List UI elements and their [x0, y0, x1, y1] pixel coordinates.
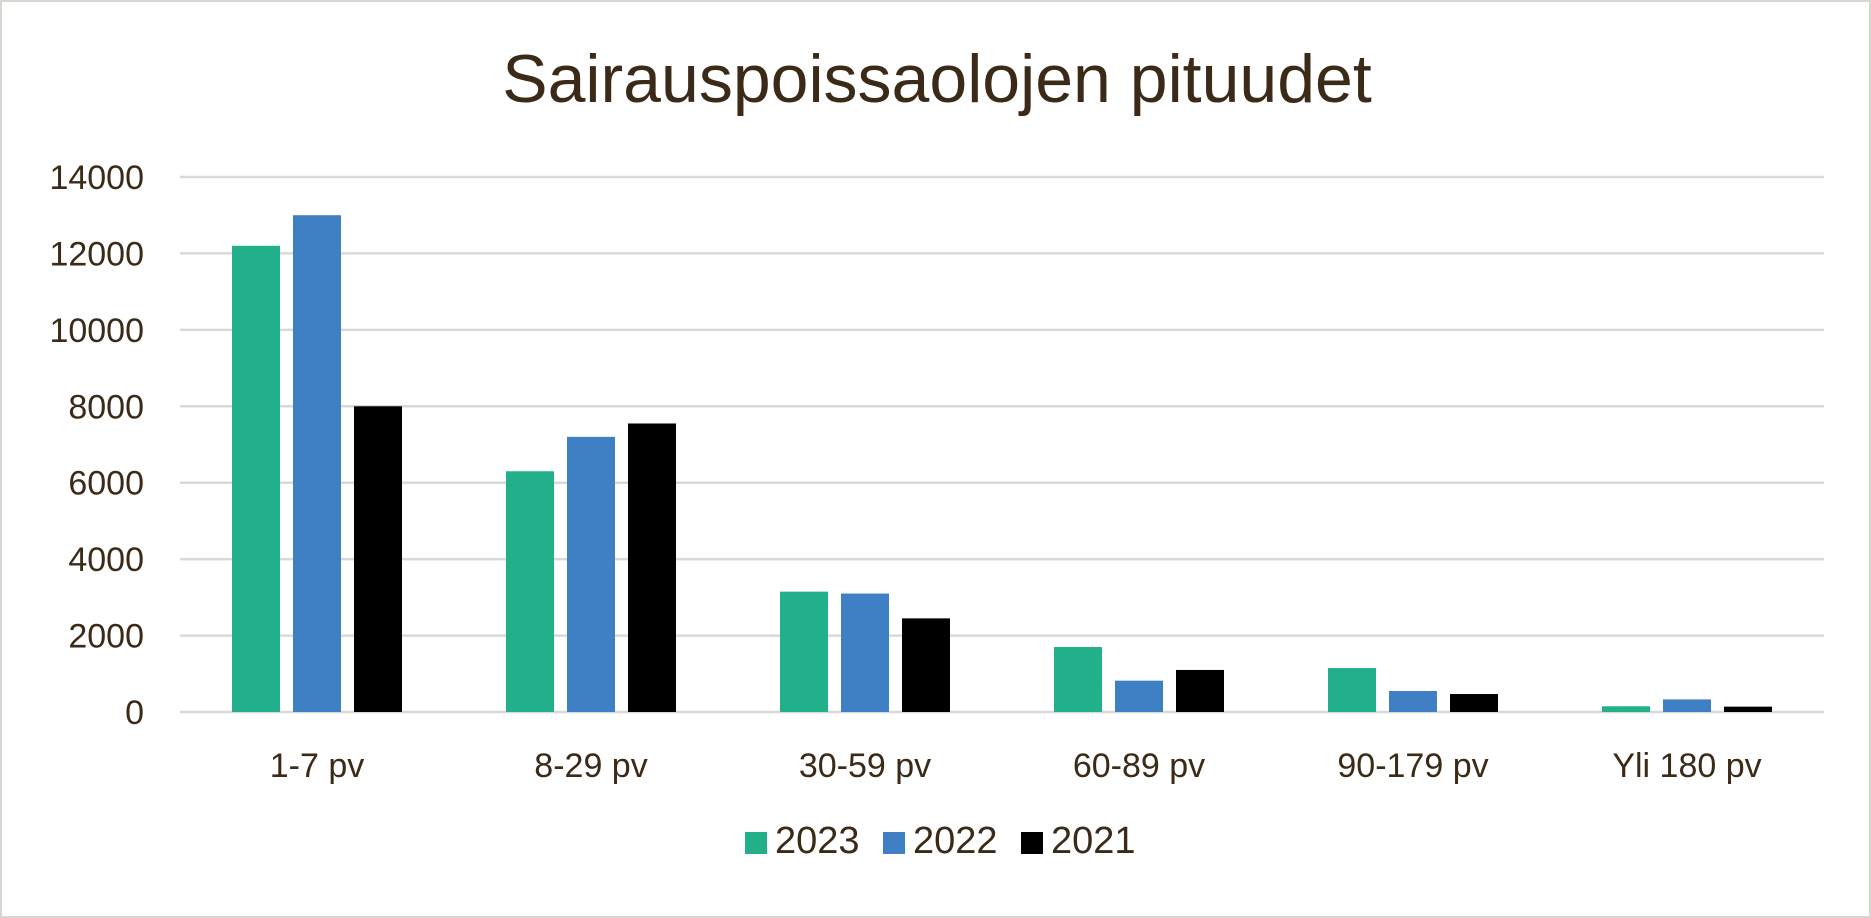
- bar-2021-4: [1176, 669, 1224, 712]
- bar-2022-3: [841, 593, 889, 712]
- bar-2022-4: [1115, 680, 1163, 712]
- y-tick-label: 10000: [49, 312, 144, 350]
- bar-2023-5: [1328, 668, 1376, 712]
- x-tick-label: 30-59 pv: [799, 747, 931, 785]
- x-axis-ticks: 1-7 pv 8-29 pv 30-59 pv 60-89 pv 90-179 pv Yl…: [270, 747, 1762, 785]
- bar-2021-1: [354, 406, 402, 712]
- x-tick-label: 8-29 pv: [534, 747, 647, 785]
- bar-2023-6: [1602, 706, 1650, 712]
- legend-label: 2023: [775, 820, 860, 862]
- y-axis-ticks: 0 2000 4000 6000 8000 10000 12000 14000: [49, 159, 144, 732]
- y-tick-label: 4000: [68, 541, 144, 579]
- bar-2021-6: [1724, 706, 1772, 712]
- x-tick-label: Yli 180 pv: [1612, 747, 1761, 785]
- legend-swatch-2023: [745, 832, 767, 854]
- legend-label: 2021: [1051, 820, 1136, 862]
- bar-2021-3: [902, 618, 950, 712]
- bar-2023-2: [506, 471, 554, 712]
- legend-label: 2022: [913, 820, 998, 862]
- bars: [232, 215, 1772, 713]
- bar-2022-5: [1389, 690, 1437, 712]
- gridlines: [180, 175, 1824, 714]
- y-tick-label: 14000: [49, 159, 144, 197]
- y-tick-label: 2000: [68, 618, 144, 656]
- bar-2023-4: [1054, 647, 1102, 712]
- y-tick-label: 12000: [49, 235, 144, 273]
- legend: 2023 2022 2021: [745, 820, 1136, 862]
- legend-swatch-2021: [1021, 832, 1043, 854]
- bar-2022-6: [1663, 699, 1711, 712]
- legend-swatch-2022: [883, 832, 905, 854]
- bar-2022-1: [293, 215, 341, 712]
- bar-2022-2: [567, 436, 615, 712]
- y-tick-label: 0: [125, 694, 144, 732]
- x-tick-label: 60-89 pv: [1073, 747, 1205, 785]
- y-tick-label: 8000: [68, 388, 144, 426]
- x-tick-label: 90-179 pv: [1337, 747, 1488, 785]
- x-tick-label: 1-7 pv: [270, 747, 365, 785]
- bar-2021-5: [1450, 694, 1498, 712]
- bar-2021-2: [628, 423, 676, 712]
- bar-2023-1: [232, 245, 280, 713]
- y-tick-label: 6000: [68, 465, 144, 503]
- bar-2023-3: [780, 591, 828, 712]
- chart-title: Sairauspoissaolojen pituudet: [502, 41, 1372, 117]
